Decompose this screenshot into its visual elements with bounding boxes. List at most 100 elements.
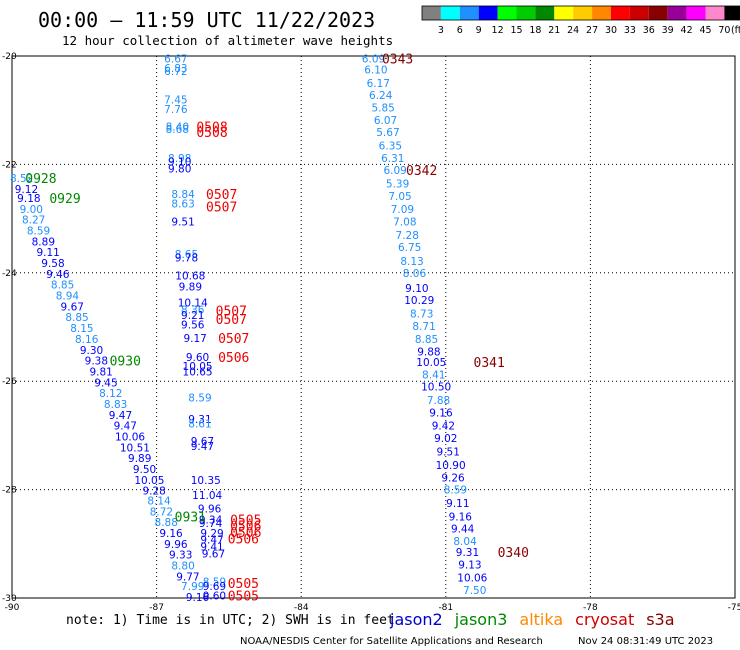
wave-height-value: 9.17 [183,333,206,345]
wave-height-value: 8.41 [422,370,445,382]
wave-height-value: 9.67 [202,549,225,561]
scale-swatch [687,6,706,20]
scale-swatch [611,6,630,20]
chart-title: 00:00 — 11:59 UTC 11/22/2023 [38,8,375,32]
scale-swatch [724,6,740,20]
wave-height-value: 9.51 [171,216,194,228]
scale-swatch [573,6,592,20]
wave-height-value: 9.13 [458,559,481,571]
pass-time-label: 0506 [228,532,259,547]
wave-height-value: 9.11 [446,498,469,510]
wave-height-value: 9.56 [181,319,205,331]
pass-time-label: 0507 [206,201,237,216]
wave-height-value: 9.89 [179,281,202,293]
pass-time-label: 0929 [49,192,80,207]
scale-swatch [592,6,611,20]
wave-height-value: 8.68 [166,124,189,136]
scale-swatch [649,6,668,20]
x-tick-label: -87 [149,603,164,613]
pass-time-label: 0508 [196,126,227,141]
chart-subtitle: 12 hour collection of altimeter wave hei… [62,33,393,48]
wave-height-value: 7.88 [427,395,450,407]
scale-label: 45 [699,25,711,36]
y-tick-label: -26 [2,377,17,387]
scale-label: 42 [681,25,693,36]
axis-ticks: -90 -87 -84 -81 -78 -75 -20 -22 -24 -26 -28 -30 [2,52,740,613]
y-tick-label: -30 [2,594,17,604]
wave-height-value: 9.51 [437,447,460,459]
pass-time-label: 0928 [25,172,56,187]
scale-swatch [460,6,479,20]
pass-time-label: 0340 [498,546,529,561]
scale-label: 12 [492,25,504,36]
wave-height-value: 9.78 [175,253,198,265]
wave-height-value: 9.16 [186,592,210,604]
scale-label: 33 [624,25,636,36]
wave-height-value: 6.31 [381,153,404,165]
plot-frame [12,56,735,598]
scale-swatch [535,6,554,20]
scale-swatch [479,6,498,20]
wave-height-value: 7.28 [396,230,419,242]
mission-jason2: jason2 [389,610,443,629]
wave-height-value: 9.16 [429,408,453,420]
wave-height-value: 11.04 [192,490,222,502]
wave-height-value: 6.07 [374,115,397,127]
footer-note: note: 1) Time is in UTC; 2) SWH is in fe… [66,613,395,628]
wave-height-value: 7.05 [388,191,411,203]
pass-time-label: 0342 [406,164,437,179]
y-tick-label: -22 [2,160,17,170]
wave-height-value: 8.13 [400,256,423,268]
pass-time-label: 0506 [218,351,249,366]
pass-time-label: 0507 [216,313,247,328]
scale-label: 27 [586,25,598,36]
scale-swatch [630,6,649,20]
wave-height-value: 5.67 [376,127,399,139]
y-tick-label: -24 [2,269,17,279]
wave-height-value: 7.50 [463,585,486,597]
wave-height-value: 9.80 [168,164,191,176]
wave-height-value: 6.35 [379,140,402,152]
wave-height-value: 10.90 [436,460,466,472]
wave-height-value: 9.42 [432,421,455,433]
wave-height-value: 10.35 [191,475,221,487]
pass-time-label: 0931 [175,511,206,526]
wave-height-value: 10.06 [457,572,487,584]
scale-label: 21 [548,25,560,36]
pass-time-label: 0341 [474,356,505,371]
wave-height-value: 7.09 [391,204,414,216]
scale-unit: (ft) [731,25,740,36]
wave-height-value: 6.72 [164,66,187,78]
wave-height-value: 5.39 [386,178,409,190]
wave-height-value: 10.05 [416,357,446,369]
pass-time-label: 0505 [228,589,259,604]
mission-s3a: s3a [646,610,674,629]
pass-time-label: 0507 [218,332,249,347]
wave-height-value: 6.17 [367,78,390,90]
wave-height-value: 10.65 [183,366,213,378]
y-tick-label: -20 [2,52,17,62]
x-tick-label: -84 [294,603,309,613]
wave-height-value: 9.47 [191,441,214,453]
pass-time-label: 0930 [110,355,141,370]
scale-label: 15 [510,25,522,36]
footer-timestamp: Nov 24 08:31:49 UTC 2023 [578,636,713,647]
scale-label: 3 [438,25,444,36]
scale-swatch [498,6,517,20]
plot-border [12,56,735,598]
scale-swatch [517,6,536,20]
wave-height-value: 7.76 [164,104,188,116]
wave-height-value: 9.44 [451,524,475,536]
wave-height-value: 6.24 [369,90,393,102]
wave-height-value: 7.08 [393,216,416,228]
scale-swatch [441,6,460,20]
wave-height-value: 8.63 [171,198,194,210]
wave-height-value: 6.09 [383,165,406,177]
footer-credit: NOAA/NESDIS Center for Satellite Applica… [240,636,543,647]
scale-swatch [422,6,441,20]
scale-label: 6 [457,25,463,36]
wave-height-value: 9.31 [456,547,479,559]
y-tick-label: -28 [2,486,17,496]
wave-height-value: 8.59 [444,485,467,497]
